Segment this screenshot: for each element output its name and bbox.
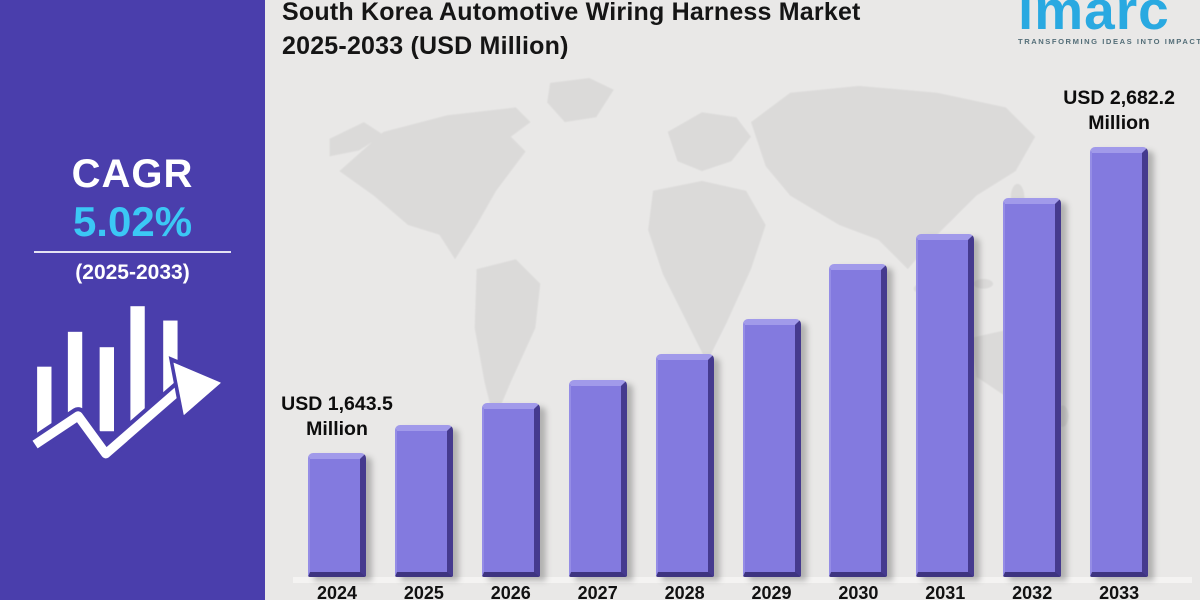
- x-tick-2029: 2029: [751, 583, 792, 600]
- value-label-2024: USD 1,643.5 Million: [281, 393, 393, 440]
- x-tick-2028: 2028: [664, 583, 705, 600]
- sidebar-divider: [34, 251, 231, 253]
- bar-2024: [308, 453, 366, 577]
- imarc-logo-tagline: TRANSFORMING IDEAS INTO IMPACT: [1018, 37, 1200, 47]
- page-title: South Korea Automotive Wiring Harness Ma…: [282, 0, 861, 63]
- x-tick-2027: 2027: [577, 583, 618, 600]
- bar-2029: [742, 319, 801, 577]
- bar-2031: [916, 234, 975, 577]
- bar-2027: [568, 380, 627, 577]
- cagr-period: (2025-2033): [75, 261, 190, 284]
- cagr-label: CAGR: [71, 152, 194, 196]
- x-tick-2026: 2026: [490, 583, 531, 600]
- imarc-logo: imarc TRANSFORMING IDEAS INTO IMPACT: [1018, 0, 1200, 47]
- x-tick-2030: 2030: [838, 583, 879, 600]
- x-tick-2033: 2033: [1099, 583, 1140, 600]
- page-title-line2: 2025-2033 (USD Million): [282, 32, 569, 60]
- bar-2032: [1003, 198, 1062, 577]
- bar-2026: [481, 403, 540, 577]
- cagr-sidebar: CAGR 5.02% (2025-2033): [0, 0, 265, 600]
- bar-2028: [655, 354, 714, 577]
- chart-panel: South Korea Automotive Wiring Harness Ma…: [265, 0, 1200, 600]
- bar-2030: [829, 264, 888, 577]
- bar-2033: [1090, 147, 1149, 577]
- bar-chart: 2024 USD 1,643.5 Million 2025 2026 2027 2028 20…: [265, 0, 1200, 600]
- page-title-line1: South Korea Automotive Wiring Harness Ma…: [282, 0, 861, 26]
- bar-2025: [394, 425, 453, 577]
- x-axis-baseline: [293, 577, 1192, 583]
- imarc-logo-wordmark: imarc: [1018, 0, 1170, 41]
- x-tick-2031: 2031: [925, 583, 966, 600]
- growth-chart-icon: [30, 298, 237, 463]
- x-tick-2032: 2032: [1012, 583, 1053, 600]
- value-label-2033: USD 2,682.2 Million: [1063, 87, 1175, 134]
- x-tick-2025: 2025: [403, 583, 444, 600]
- cagr-value: 5.02%: [72, 198, 193, 245]
- x-tick-2024: 2024: [316, 583, 358, 600]
